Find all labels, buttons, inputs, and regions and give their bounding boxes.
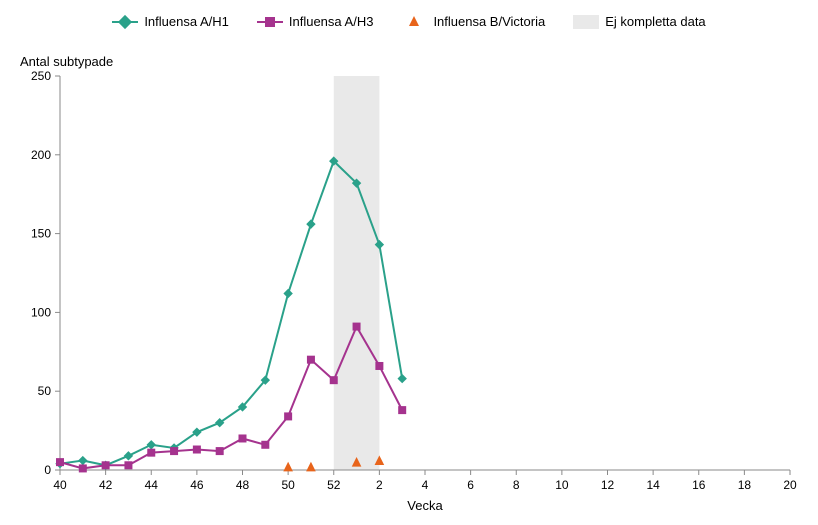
- data-marker: [376, 362, 383, 369]
- x-axis-tick-label: 44: [145, 478, 159, 492]
- x-axis-tick-label: 6: [467, 478, 474, 492]
- data-marker: [285, 413, 292, 420]
- x-axis-tick-label: 16: [692, 478, 706, 492]
- data-marker: [307, 220, 315, 228]
- y-axis-tick-label: 0: [44, 463, 51, 477]
- data-marker: [239, 435, 246, 442]
- x-axis-tick-label: 46: [190, 478, 204, 492]
- data-marker: [399, 407, 406, 414]
- data-marker: [307, 356, 314, 363]
- plot-area: 0501001502002504042444648505224681012141…: [0, 0, 818, 525]
- data-marker: [79, 457, 87, 465]
- data-marker: [148, 449, 155, 456]
- data-marker: [284, 463, 292, 471]
- data-marker: [262, 441, 269, 448]
- x-axis-tick-label: 18: [738, 478, 752, 492]
- data-marker: [102, 462, 109, 469]
- data-marker: [398, 375, 406, 383]
- x-axis-tick-label: 2: [376, 478, 383, 492]
- x-axis-tick-label: 10: [555, 478, 569, 492]
- chart-container: Influensa A/H1 Influensa A/H3 Influensa …: [0, 0, 818, 525]
- data-marker: [57, 459, 64, 466]
- data-marker: [193, 446, 200, 453]
- data-marker: [216, 448, 223, 455]
- data-marker: [353, 323, 360, 330]
- x-axis-tick-label: 42: [99, 478, 113, 492]
- x-axis-tick-label: 48: [236, 478, 250, 492]
- x-axis-tick-label: 8: [513, 478, 520, 492]
- y-axis-tick-label: 150: [31, 227, 51, 241]
- data-marker: [171, 448, 178, 455]
- x-axis-tick-label: 12: [601, 478, 615, 492]
- data-marker: [79, 465, 86, 472]
- data-marker: [124, 452, 132, 460]
- data-marker: [147, 441, 155, 449]
- x-axis-tick-label: 50: [281, 478, 295, 492]
- x-axis-tick-label: 20: [783, 478, 797, 492]
- data-marker: [307, 463, 315, 471]
- data-marker: [125, 462, 132, 469]
- incomplete-data-band: [334, 76, 380, 470]
- x-axis-tick-label: 4: [422, 478, 429, 492]
- data-marker: [284, 289, 292, 297]
- data-marker: [330, 377, 337, 384]
- y-axis-tick-label: 50: [38, 384, 52, 398]
- x-axis-tick-label: 14: [646, 478, 660, 492]
- y-axis-tick-label: 100: [31, 305, 51, 319]
- y-axis-tick-label: 250: [31, 69, 51, 83]
- x-axis-tick-label: 40: [53, 478, 67, 492]
- x-axis-tick-label: 52: [327, 478, 341, 492]
- y-axis-tick-label: 200: [31, 148, 51, 162]
